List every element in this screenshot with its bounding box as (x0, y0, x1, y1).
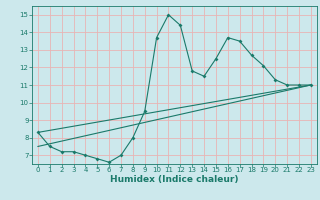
X-axis label: Humidex (Indice chaleur): Humidex (Indice chaleur) (110, 175, 239, 184)
